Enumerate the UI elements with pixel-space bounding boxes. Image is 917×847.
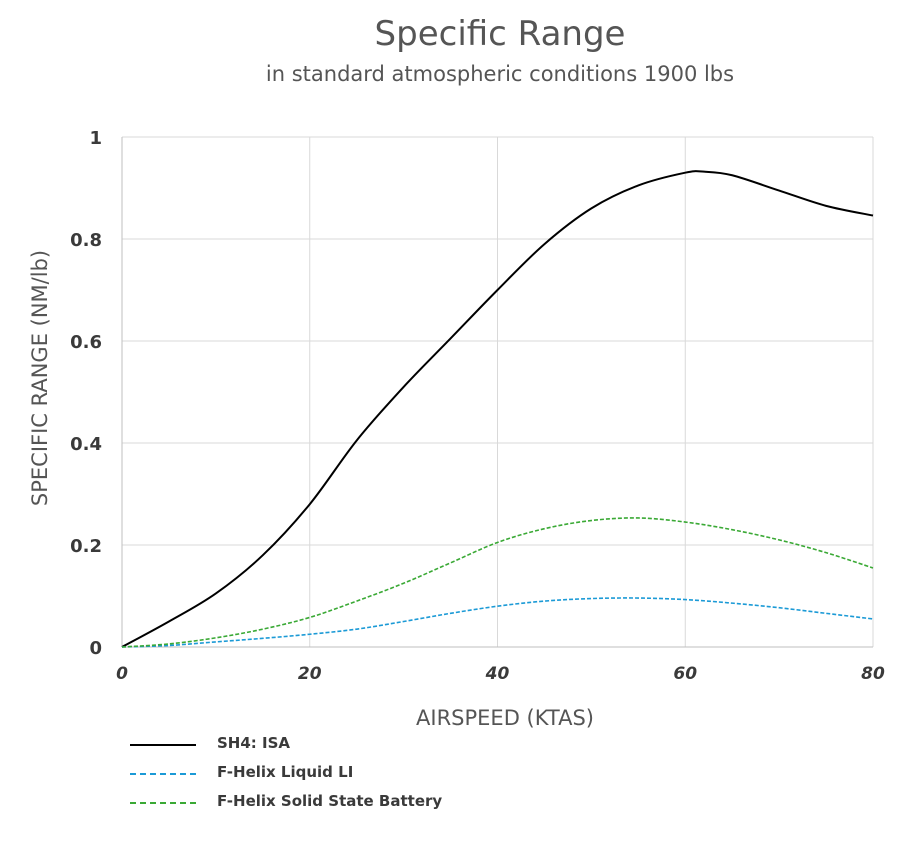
x-axis-label: AIRSPEED (KTAS) (416, 706, 594, 730)
chart-grid (121, 136, 874, 648)
chart-tick-labels: 0 20 40 60 80 0 0.2 0.4 0.6 0.8 1 (70, 128, 885, 684)
legend-swatch-liquid-li (130, 773, 196, 775)
legend-swatch-sh4 (130, 744, 196, 746)
chart-series-group (121, 170, 874, 648)
y-tick-label: 1 (89, 128, 102, 149)
y-tick-label: 0.2 (70, 536, 102, 557)
x-tick-label: 20 (298, 664, 322, 684)
legend-label: F-Helix Liquid LI (217, 763, 354, 781)
y-axis-label: SPECIFIC RANGE (NM/lb) (28, 250, 52, 506)
series-line-f-helix-liquid-li (121, 597, 874, 648)
series-line-sh4-isa (121, 170, 874, 648)
y-tick-label: 0.8 (70, 230, 102, 251)
series-line-f-helix-solid-state-battery (121, 517, 874, 648)
x-tick-label: 40 (485, 664, 510, 684)
legend-label: SH4: ISA (217, 734, 291, 752)
y-tick-label: 0 (89, 638, 102, 659)
y-tick-label: 0.6 (70, 332, 102, 353)
chart-subtitle: in standard atmospheric conditions 1900 … (265, 62, 735, 86)
legend-swatch-solid-state (130, 802, 196, 804)
x-tick-label: 60 (673, 664, 697, 684)
chart-title: Specific Range (374, 14, 626, 54)
x-tick-label: 80 (861, 664, 885, 684)
y-tick-label: 0.4 (70, 434, 102, 455)
chart-axes (121, 137, 873, 648)
x-tick-label: 0 (116, 664, 128, 684)
legend-label: F-Helix Solid State Battery (217, 792, 443, 810)
